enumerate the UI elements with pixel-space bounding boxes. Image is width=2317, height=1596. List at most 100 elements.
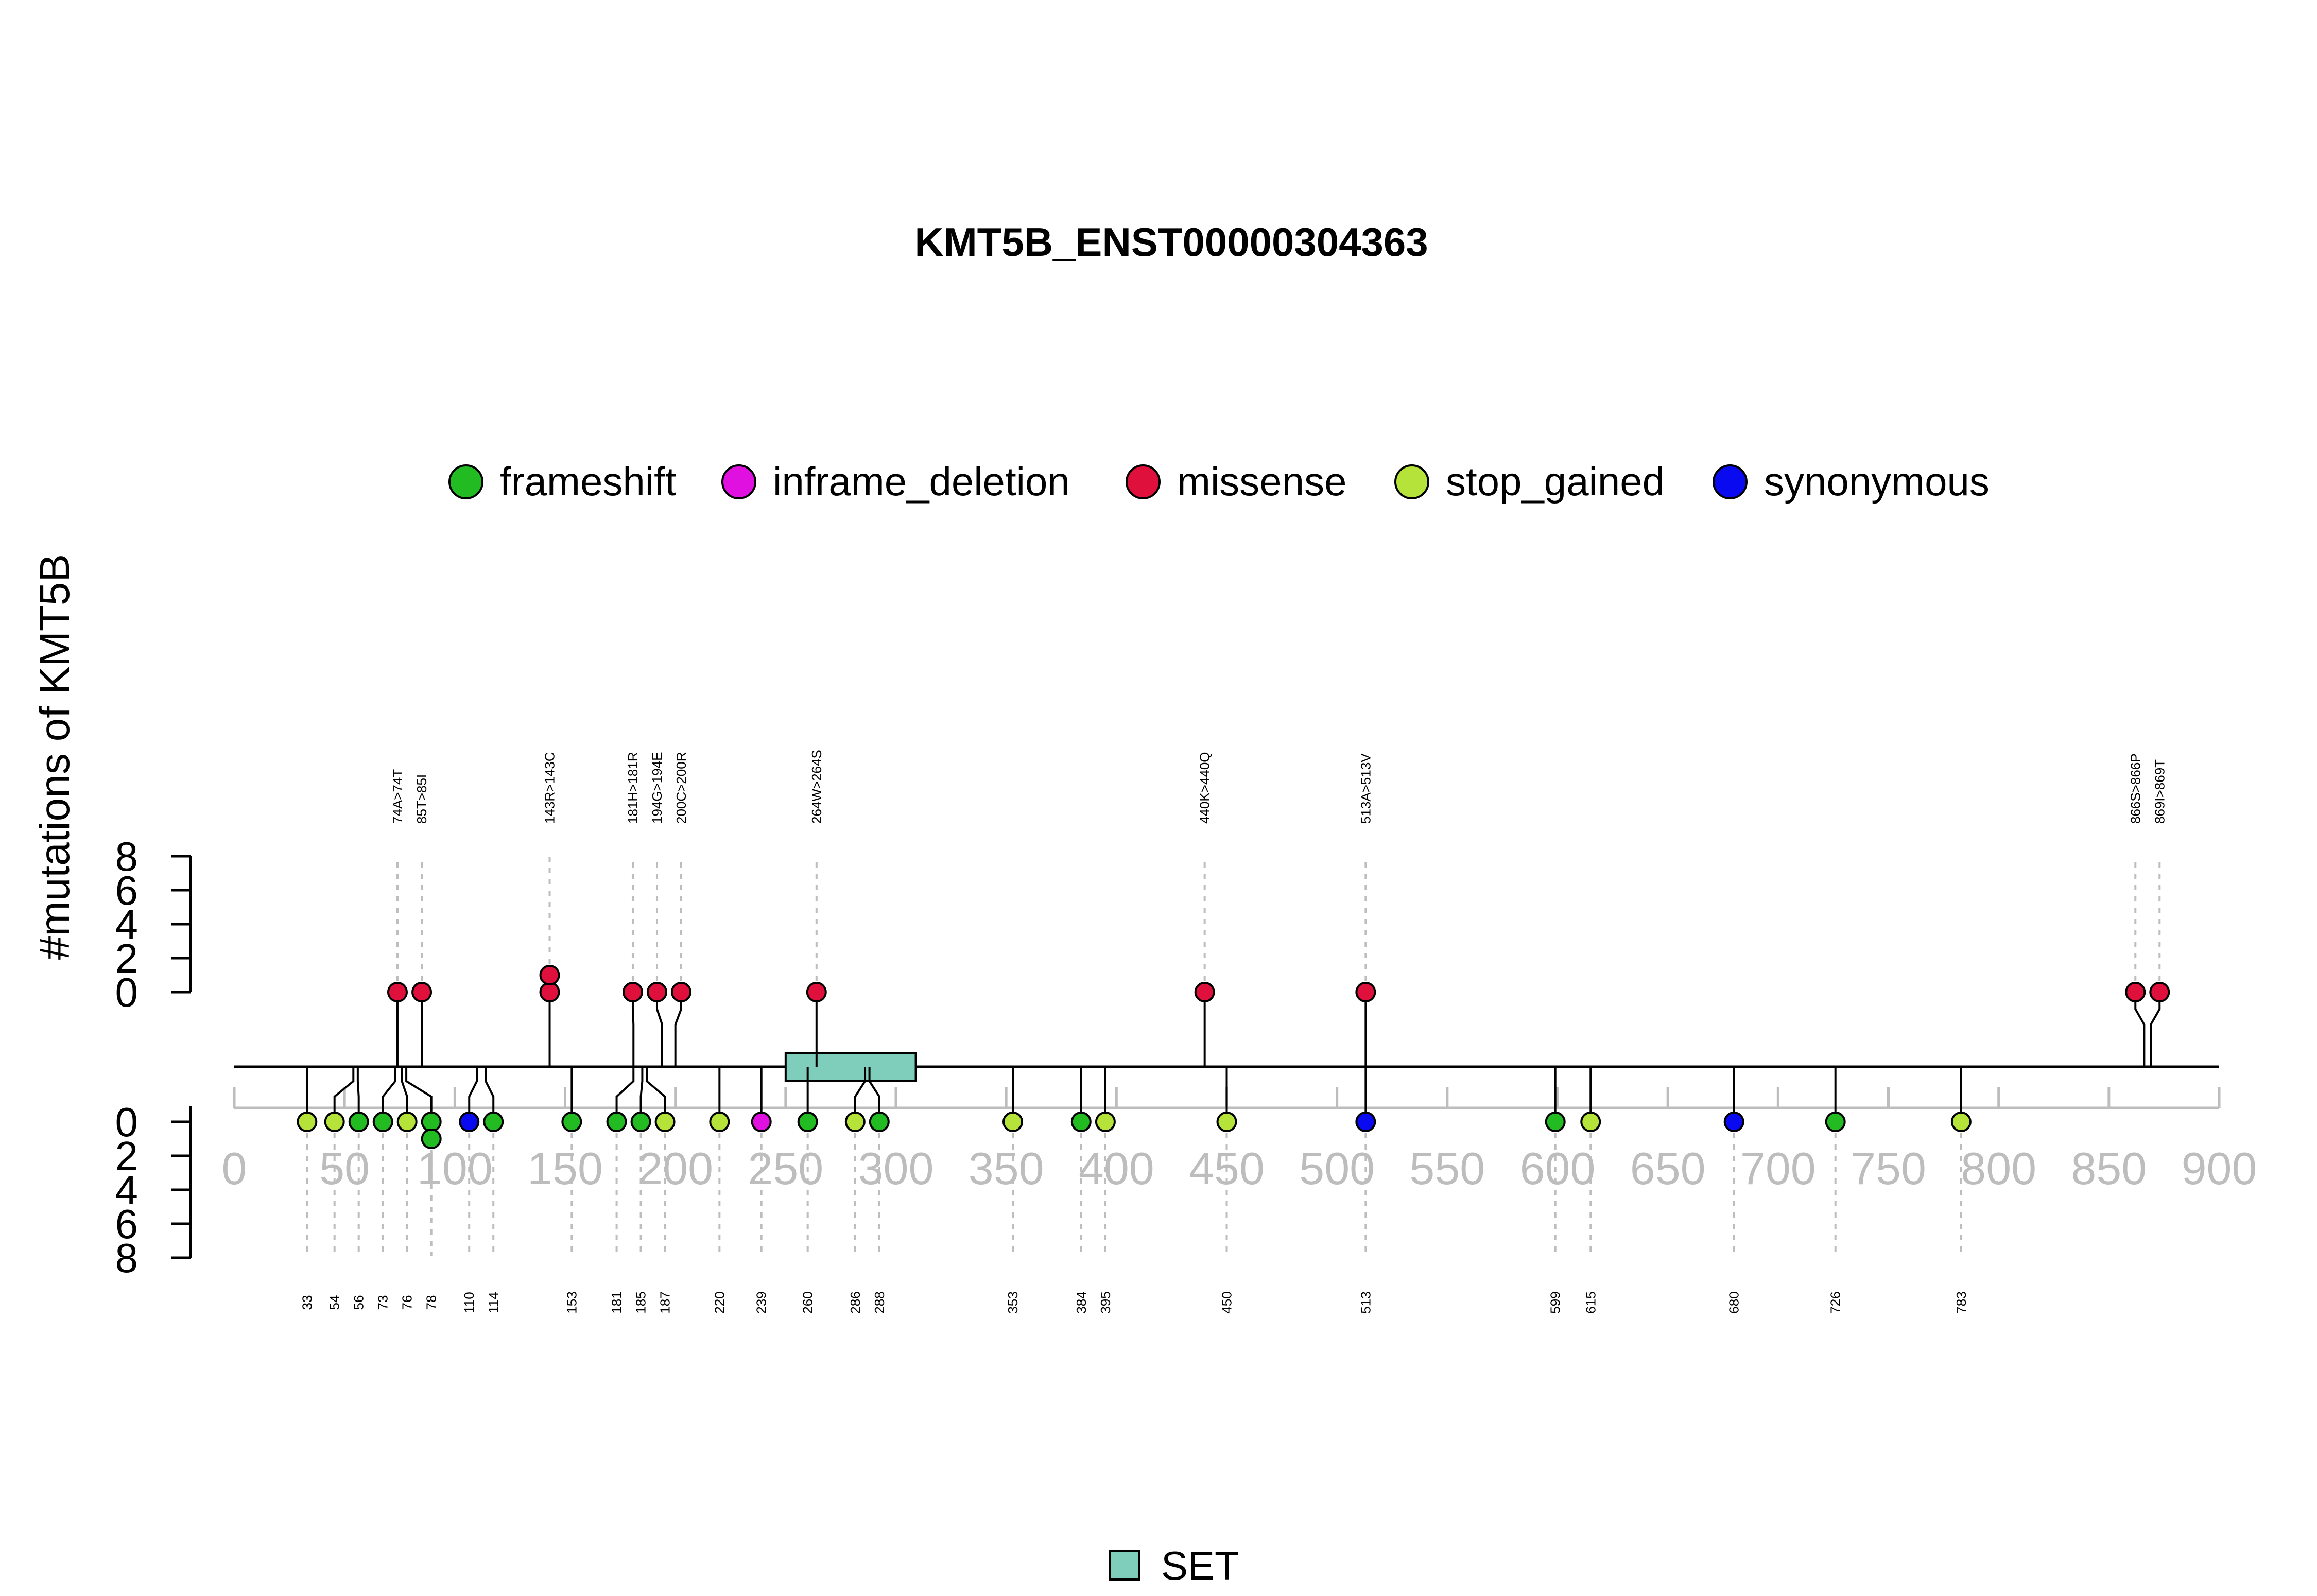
x-tick-label-750: 750 — [1851, 1143, 1926, 1194]
lower-76-stem — [401, 1067, 408, 1122]
upper-181-point-1 — [622, 982, 643, 1002]
lower-114-label: 114 — [486, 1292, 501, 1313]
x-tick-label-650: 650 — [1630, 1143, 1706, 1194]
lower-615-label: 615 — [1583, 1291, 1598, 1313]
upper-194-point-1 — [646, 982, 667, 1002]
lower-33-point-1 — [297, 1112, 318, 1132]
x-tick-label-0: 0 — [222, 1143, 247, 1194]
lower-78-point-2 — [421, 1129, 442, 1149]
lower-288-stem — [868, 1067, 880, 1122]
lower-680-label: 680 — [1726, 1291, 1742, 1313]
lower-33-label: 33 — [299, 1295, 315, 1310]
x-tick-label-600: 600 — [1520, 1143, 1596, 1194]
lower-185-point-1 — [630, 1112, 651, 1132]
lower-78-label: 78 — [424, 1295, 439, 1310]
lower-260-point-1 — [797, 1112, 818, 1132]
lower-114-stem — [485, 1067, 495, 1122]
x-tick-label-850: 850 — [2071, 1143, 2147, 1194]
upper-513-label: 513A>513V — [1358, 753, 1373, 824]
lower-395-label: 395 — [1098, 1291, 1113, 1313]
y-axis-label: #mutations of KMT5B — [31, 554, 78, 960]
upper-264-label: 264W>264S — [809, 750, 824, 824]
lower-783-label: 783 — [1953, 1291, 1969, 1313]
lower-239-label: 239 — [754, 1291, 769, 1313]
x-tick-label-500: 500 — [1299, 1143, 1375, 1194]
lower-599-point-1 — [1545, 1112, 1566, 1132]
x-tick-label-300: 300 — [858, 1143, 934, 1194]
upper-194-stem — [655, 992, 663, 1067]
lower-78-stem — [405, 1067, 433, 1122]
legend-label-stop-gained: stop_gained — [1446, 459, 1665, 504]
lower-110-point-1 — [459, 1112, 480, 1132]
upper-869-label: 869I>869T — [2152, 759, 2167, 824]
lower-513-point-1 — [1355, 1112, 1376, 1132]
x-tick-label-250: 250 — [748, 1143, 823, 1194]
legend-label-inframe-deletion: inframe_deletion — [773, 459, 1070, 504]
upper-85-point-1 — [411, 982, 433, 1002]
lower-513-label: 513 — [1358, 1291, 1373, 1313]
legend-label-missense: missense — [1177, 459, 1346, 504]
lower-450-label: 450 — [1219, 1291, 1235, 1313]
x-tick-label-150: 150 — [527, 1143, 603, 1194]
lower-783-point-1 — [1950, 1112, 1972, 1132]
legend-marker-frameshift — [448, 464, 483, 499]
upper-866-label: 866S>866P — [2128, 753, 2143, 824]
lower-286-stem — [854, 1067, 867, 1122]
upper-866-stem — [2134, 992, 2146, 1067]
upper-181-label: 181H>181R — [625, 752, 641, 824]
y-tick-label-lower-8: 8 — [115, 1235, 139, 1281]
lower-260-label: 260 — [800, 1291, 816, 1313]
lower-395-point-1 — [1095, 1112, 1116, 1132]
legend-label-synonymous: synonymous — [1764, 459, 1990, 504]
x-tick-label-350: 350 — [969, 1143, 1044, 1194]
lower-56-stem — [356, 1067, 360, 1122]
upper-143-label: 143R>143C — [542, 752, 558, 824]
lower-54-point-1 — [324, 1112, 345, 1132]
legend-marker-missense — [1126, 464, 1161, 499]
lower-54-label: 54 — [327, 1295, 342, 1310]
lower-353-point-1 — [1002, 1112, 1024, 1132]
lower-187-label: 187 — [658, 1291, 673, 1313]
lower-239-point-1 — [751, 1112, 772, 1132]
x-tick-label-800: 800 — [1961, 1143, 2036, 1194]
domain-legend-swatch — [1109, 1550, 1140, 1581]
y-tick-label-upper-0: 0 — [115, 969, 139, 1015]
upper-200-point-1 — [670, 982, 691, 1002]
lower-288-point-1 — [869, 1112, 890, 1132]
x-tick-label-200: 200 — [637, 1143, 713, 1194]
lower-286-point-1 — [844, 1112, 866, 1132]
y-tick-label-upper-2: 2 — [115, 935, 139, 981]
lower-76-point-1 — [396, 1112, 418, 1132]
x-tick-label-400: 400 — [1079, 1143, 1154, 1194]
upper-74-label: 74A>74T — [390, 769, 405, 824]
lower-726-point-1 — [1825, 1112, 1846, 1132]
y-tick-label-lower-0: 0 — [115, 1099, 139, 1145]
lower-73-point-1 — [372, 1112, 393, 1132]
lower-726-label: 726 — [1828, 1291, 1843, 1313]
upper-869-stem — [2150, 992, 2161, 1067]
upper-264-point-1 — [806, 982, 827, 1002]
lower-114-point-1 — [483, 1112, 504, 1132]
upper-440-point-1 — [1194, 982, 1215, 1002]
x-tick-label-900: 900 — [2182, 1143, 2257, 1194]
y-tick-label-upper-6: 6 — [115, 868, 139, 913]
x-tick-label-50: 50 — [319, 1143, 370, 1194]
legend-marker-synonymous — [1713, 464, 1748, 499]
upper-513-point-1 — [1355, 982, 1376, 1002]
legend-marker-stop-gained — [1394, 464, 1429, 499]
lower-153-label: 153 — [564, 1291, 579, 1313]
lower-mutations: 33 54 56 73 76 78 110 114 153 181 185 187 220 239 260 2… — [297, 1067, 1972, 1314]
lower-153-point-1 — [561, 1112, 582, 1132]
lower-56-point-1 — [348, 1112, 369, 1132]
lower-185-label: 185 — [633, 1291, 649, 1313]
domain-legend-label: SET — [1161, 1543, 1239, 1588]
lower-110-label: 110 — [461, 1292, 477, 1313]
upper-143-point-2 — [539, 965, 560, 985]
lower-110-stem — [468, 1067, 478, 1122]
lower-56-label: 56 — [351, 1295, 367, 1310]
lower-220-label: 220 — [712, 1291, 727, 1313]
y-tick-label-lower-2: 2 — [115, 1133, 139, 1179]
lower-73-label: 73 — [375, 1295, 391, 1310]
